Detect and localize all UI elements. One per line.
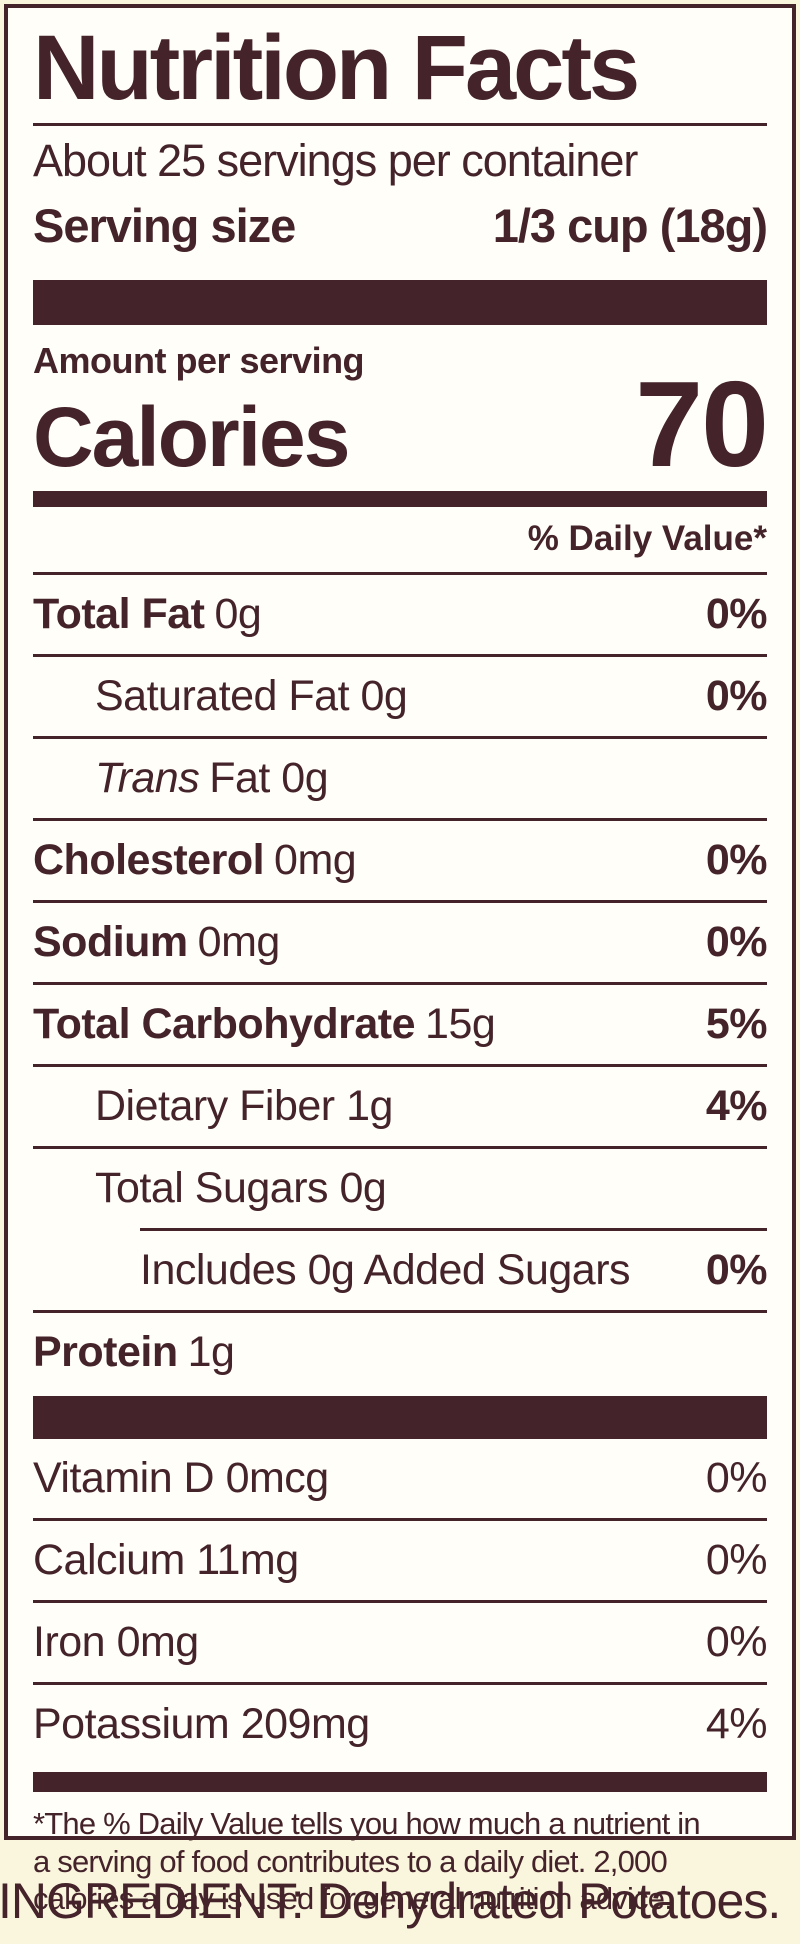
- nutrient-row-sodium: Sodium 0mg 0%: [33, 903, 768, 986]
- nutrient-row-trans-fat: Trans Fat 0g: [33, 739, 767, 822]
- nutrient-row-total-fat: Total Fat 0g 0%: [33, 575, 768, 658]
- nutrient-name: Includes 0g Added Sugars: [140, 1246, 631, 1295]
- nutrient-name: Saturated Fat: [95, 672, 350, 721]
- footnote-line: calories a day is used for general nutri…: [33, 1880, 673, 1916]
- vitamin-row-vitamin-d: Vitamin D 0mcg 0%: [33, 1439, 768, 1522]
- indented-rule: [140, 1228, 767, 1232]
- daily-value-footnote: *The % Daily Value tells you how much a …: [33, 1805, 767, 1917]
- vitamin-name: Iron: [33, 1618, 106, 1667]
- vitamin-row-potassium: Potassium 209mg 4%: [33, 1685, 768, 1764]
- vitamin-amount: 209mg: [240, 1700, 370, 1749]
- nutrient-name-italic: Trans: [95, 754, 200, 803]
- vitamin-amount: 11mg: [196, 1536, 299, 1585]
- nutrient-amount: 1g: [346, 1082, 393, 1131]
- footnote-line: a serving of food contributes to a daily…: [33, 1843, 668, 1879]
- daily-value-header: % Daily Value*: [33, 507, 767, 576]
- nutrition-facts-label: Nutrition Facts About 25 servings per co…: [4, 4, 796, 1916]
- nutrient-pct: 0%: [705, 672, 768, 721]
- nutrient-name: Total Fat: [33, 590, 205, 639]
- serving-size-value: 1/3 cup (18g): [492, 199, 768, 252]
- nutrient-row-total-carbohydrate: Total Carbohydrate 15g 5%: [33, 985, 768, 1068]
- nutrient-amount: 15g: [425, 1000, 496, 1049]
- vitamin-pct: 4%: [705, 1700, 768, 1749]
- vitamin-name: Vitamin D: [33, 1454, 215, 1503]
- nutrient-amount: Fat 0g: [209, 754, 329, 803]
- vitamin-name: Calcium: [33, 1536, 185, 1585]
- nutrient-name: Dietary Fiber: [95, 1082, 335, 1131]
- nutrient-pct: 0%: [705, 1246, 768, 1295]
- vitamin-name: Potassium: [33, 1700, 230, 1749]
- vitamin-pct: 0%: [705, 1536, 768, 1585]
- serving-size-row: Serving size 1/3 cup (18g): [33, 198, 768, 253]
- ingredient-statement: INGREDIENT: Dehydrated Potatoes.: [0, 1873, 781, 1929]
- vitamin-pct: 0%: [705, 1454, 768, 1503]
- nutrient-pct: 0%: [705, 590, 768, 639]
- nutrient-row-added-sugars: Includes 0g Added Sugars 0%: [33, 1231, 768, 1314]
- nutrient-name: Total Carbohydrate: [33, 1000, 416, 1049]
- nutrient-name: Sodium: [33, 918, 188, 967]
- nutrient-name: Protein: [33, 1328, 178, 1377]
- medium-separator-bar: [33, 491, 767, 508]
- nutrient-amount: 0g: [214, 590, 262, 639]
- nutrient-name: Total Sugars: [95, 1164, 329, 1213]
- nutrient-pct: 5%: [705, 1000, 768, 1049]
- vitamin-amount: 0mcg: [225, 1454, 330, 1503]
- nutrient-row-protein: Protein 1g: [33, 1313, 767, 1392]
- vitamin-row-iron: Iron 0mg 0%: [33, 1603, 768, 1686]
- nutrient-name: Cholesterol: [33, 836, 265, 885]
- title-rule: [33, 123, 767, 126]
- footnote-separator-bar: [33, 1772, 767, 1793]
- thick-separator-bar-protein: [33, 1396, 767, 1440]
- vitamin-pct: 0%: [705, 1618, 768, 1667]
- nutrient-pct: 0%: [705, 836, 768, 885]
- calories-value: 70: [635, 356, 769, 492]
- vitamin-amount: 0mg: [116, 1618, 200, 1667]
- nutrient-row-saturated-fat: Saturated Fat 0g 0%: [33, 657, 768, 740]
- nutrient-row-cholesterol: Cholesterol 0mg 0%: [33, 821, 768, 904]
- footnote-line: *The % Daily Value tells you how much a …: [33, 1806, 701, 1842]
- calories-row: Calories 70: [33, 356, 769, 492]
- nutrient-amount: 0mg: [197, 918, 281, 967]
- nutrient-pct: 0%: [705, 918, 768, 967]
- vitamin-row-calcium: Calcium 11mg 0%: [33, 1521, 768, 1604]
- nutrient-pct: 4%: [705, 1082, 768, 1131]
- servings-per-container: About 25 servings per container: [33, 135, 638, 186]
- calories-label: Calories: [33, 390, 350, 484]
- nutrient-amount: 0mg: [274, 836, 357, 885]
- nutrient-amount: 0g: [360, 672, 408, 721]
- serving-size-label: Serving size: [33, 199, 296, 252]
- nutrient-row-dietary-fiber: Dietary Fiber 1g 4%: [33, 1067, 768, 1150]
- nutrient-row-total-sugars: Total Sugars 0g: [33, 1149, 767, 1228]
- label-title: Nutrition Facts: [33, 17, 640, 119]
- thick-separator-bar-top: [33, 280, 767, 325]
- amount-per-serving-label: Amount per serving: [33, 340, 365, 381]
- nutrient-amount: 1g: [187, 1328, 235, 1377]
- nutrient-amount: 0g: [339, 1164, 387, 1213]
